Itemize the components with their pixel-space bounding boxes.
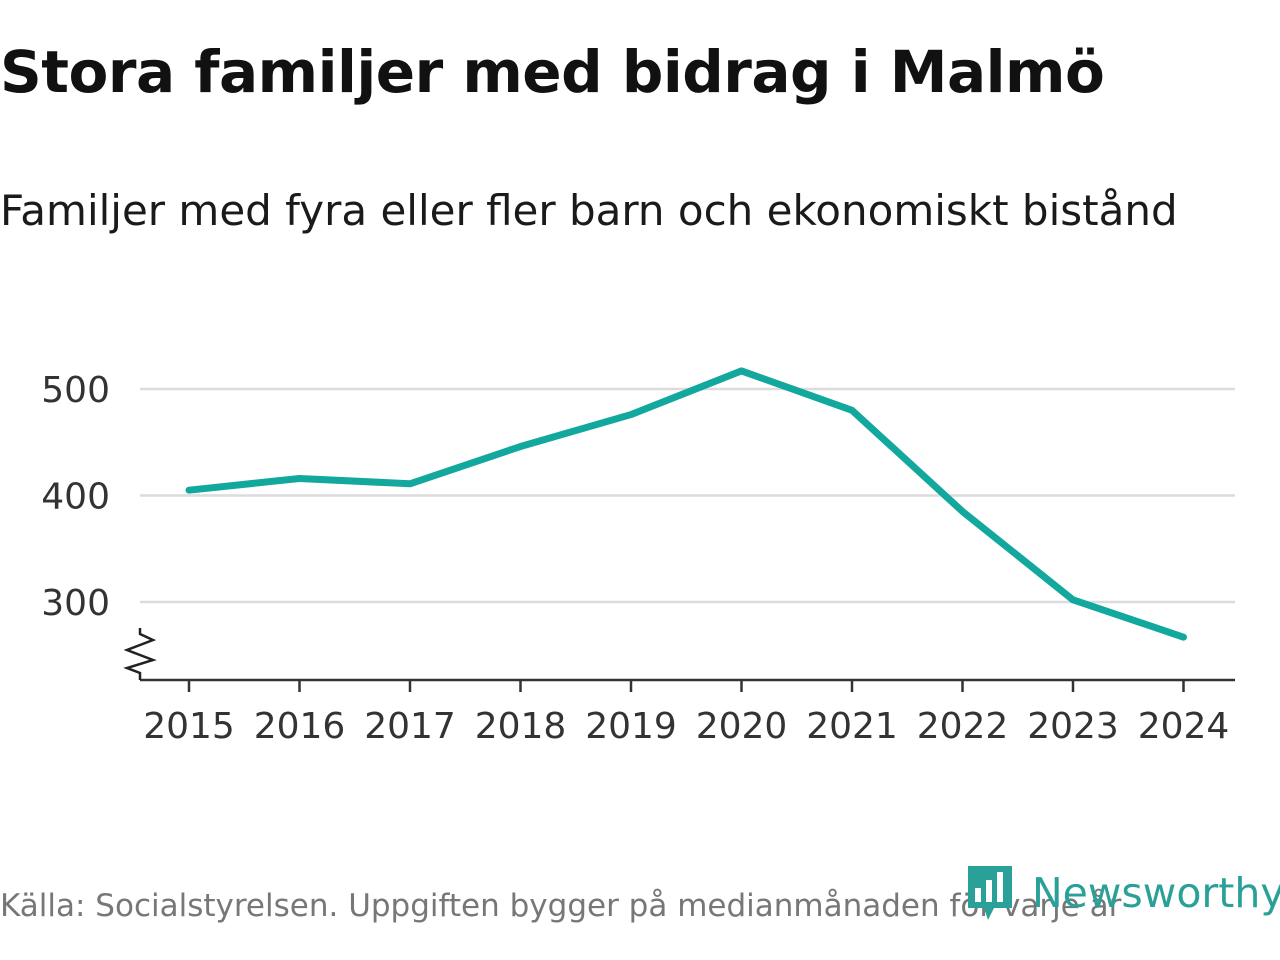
y-tick-label: 300: [41, 583, 110, 624]
y-tick-label: 500: [41, 370, 110, 411]
y-tick-label: 400: [41, 477, 110, 518]
line-chart: 300 400 500 2015 2016 2017 2018 2019 2020 2021 202…: [41, 367, 1235, 747]
series-line: [185, 367, 1187, 641]
x-tick-label: 2021: [806, 706, 898, 747]
x-tick-label: 2022: [917, 706, 1009, 747]
x-tick-label: 2024: [1138, 706, 1230, 747]
chart-subtitle: Familjer med fyra eller fler barn och ek…: [0, 186, 1178, 235]
x-tick-label: 2017: [364, 706, 456, 747]
x-tick-label: 2018: [475, 706, 567, 747]
x-tick-label: 2020: [696, 706, 788, 747]
source-note: Källa: Socialstyrelsen. Uppgiften bygger…: [0, 888, 1122, 924]
x-tick-label: 2016: [254, 706, 346, 747]
newsworthy-logo: Newsworthy: [964, 862, 1280, 924]
axis-break-icon: [123, 628, 157, 680]
brand-name: Newsworthy: [1032, 869, 1280, 917]
x-tick-label: 2015: [143, 706, 235, 747]
x-tick-label: 2019: [585, 706, 677, 747]
x-tick-label: 2023: [1027, 706, 1119, 747]
newsworthy-logo-icon: [968, 866, 1012, 920]
chart-title: Stora familjer med bidrag i Malmö: [0, 38, 1105, 106]
